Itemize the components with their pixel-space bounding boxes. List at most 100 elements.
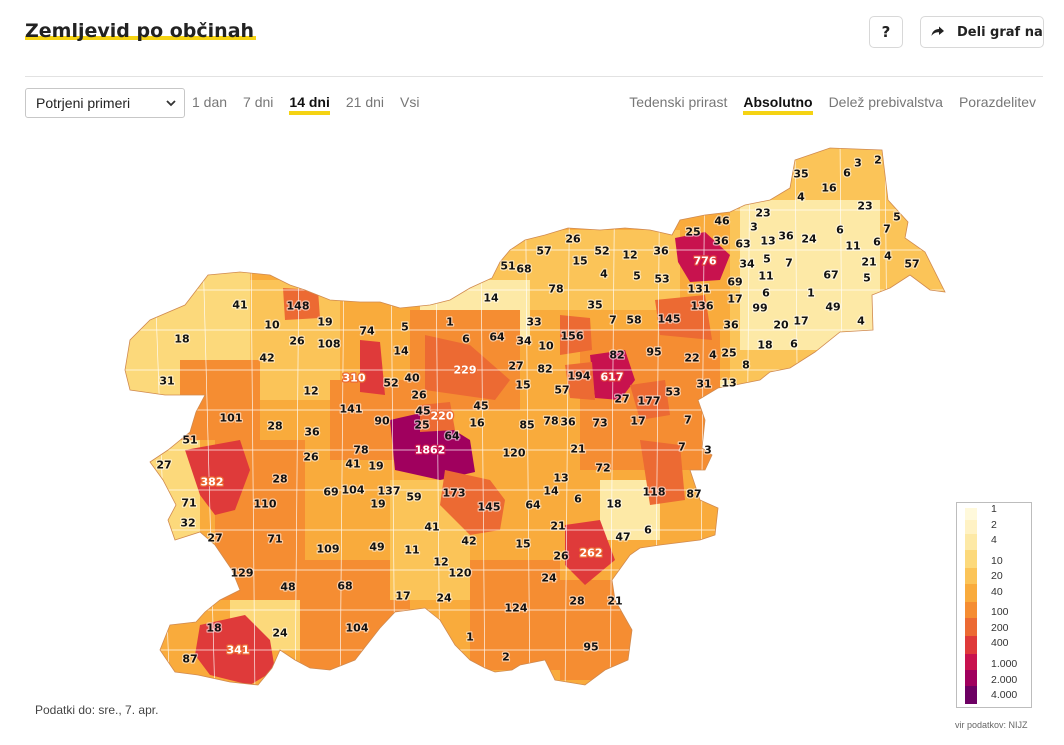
legend-label: 1 [991, 503, 997, 515]
municipality-value: 136 [691, 300, 714, 313]
municipality-value: 3 [854, 157, 862, 170]
legend-swatch [965, 618, 977, 636]
municipality-value: 3 [704, 444, 712, 457]
municipality-value: 1862 [415, 444, 446, 457]
municipality-value: 2 [502, 651, 510, 664]
municipality-value: 6 [574, 493, 582, 506]
tab-vsi[interactable]: Vsi [400, 94, 420, 110]
municipality-value: 173 [443, 487, 466, 500]
municipality-value: 4 [884, 250, 892, 263]
legend-swatch [965, 550, 977, 568]
legend-swatch [965, 508, 977, 520]
municipality-value: 6 [836, 224, 844, 237]
period-tabs: 1 dan 7 dni 14 dni 21 dni Vsi [192, 94, 435, 115]
municipality-value: 26 [411, 389, 427, 402]
municipality-value: 7 [883, 223, 891, 236]
municipality-value: 18 [606, 498, 621, 511]
chevron-down-icon [166, 100, 176, 107]
municipality-value: 36 [778, 230, 794, 243]
municipality-value: 22 [684, 352, 699, 365]
municipality-value: 4 [600, 268, 608, 281]
tab-porazdelitev[interactable]: Porazdelitev [958, 94, 1036, 110]
municipality-value: 6 [790, 338, 798, 351]
municipality-value: 262 [580, 547, 603, 560]
tab-1-dan[interactable]: 1 dan [192, 94, 228, 110]
municipality-value: 13 [760, 235, 775, 248]
municipality-value: 52 [383, 377, 398, 390]
municipality-value: 23 [857, 200, 872, 213]
share-label: Deli graf na [957, 24, 1043, 40]
municipality-value: 145 [658, 313, 681, 326]
municipality-value: 82 [609, 349, 624, 362]
tab-14-dni[interactable]: 14 dni [289, 94, 330, 115]
municipality-value: 74 [359, 325, 375, 338]
municipality-value: 776 [694, 255, 717, 268]
municipality-value: 34 [739, 258, 755, 271]
municipality-value: 177 [638, 395, 661, 408]
municipality-value: 95 [583, 641, 598, 654]
municipality-value: 51 [500, 260, 515, 273]
legend-swatch [965, 654, 977, 670]
municipality-value: 64 [444, 430, 460, 443]
municipality-value: 21 [570, 443, 585, 456]
municipality-value: 118 [643, 486, 666, 499]
municipality-value: 40 [404, 372, 420, 385]
measure-select[interactable]: Potrjeni primeri [25, 88, 185, 118]
municipality-value: 14 [543, 485, 559, 498]
tab-21-dni[interactable]: 21 dni [345, 94, 385, 110]
municipality-value: 25 [721, 347, 736, 360]
municipality-value: 72 [595, 462, 610, 475]
municipality-value: 148 [287, 300, 310, 313]
municipality-value: 12 [303, 385, 318, 398]
municipality-value: 49 [369, 541, 384, 554]
municipality-value: 10 [264, 319, 280, 332]
municipality-value: 6 [462, 333, 470, 346]
legend-label: 2.000 [991, 674, 1018, 686]
municipality-value: 25 [414, 419, 429, 432]
municipality-value: 36 [304, 426, 320, 439]
municipality-value: 68 [337, 580, 352, 593]
share-button[interactable]: Deli graf na [920, 16, 1044, 48]
municipality-value: 52 [594, 245, 609, 258]
legend-color-scale [965, 508, 977, 704]
municipality-value: 42 [461, 535, 476, 548]
municipality-value: 13 [553, 472, 568, 485]
municipality-value: 17 [727, 293, 742, 306]
municipality-value: 6 [843, 167, 851, 180]
municipality-value: 57 [536, 245, 551, 258]
legend-swatch [965, 534, 977, 550]
municipality-value: 26 [565, 233, 581, 246]
help-button[interactable]: ? [869, 16, 903, 48]
tab-delez-prebivalstva[interactable]: Delež prebivalstva [828, 94, 943, 110]
municipality-value: 28 [569, 595, 584, 608]
municipality-value: 20 [773, 319, 789, 332]
tab-7-dni[interactable]: 7 dni [243, 94, 274, 110]
municipality-value: 27 [156, 459, 171, 472]
tab-tedenski-prirast[interactable]: Tedenski prirast [629, 94, 728, 110]
municipality-value: 18 [174, 333, 189, 346]
legend-label: 1.000 [991, 658, 1018, 670]
municipality-value: 21 [607, 595, 622, 608]
municipality-value: 27 [207, 532, 222, 545]
municipality-value: 95 [646, 346, 661, 359]
municipality-value: 7 [609, 314, 617, 327]
municipality-value: 73 [592, 417, 607, 430]
municipality-value: 99 [752, 302, 767, 315]
municipality-value: 17 [793, 315, 808, 328]
tab-absolutno[interactable]: Absolutno [743, 94, 813, 115]
municipality-value: 87 [182, 653, 197, 666]
municipality-value: 24 [272, 627, 288, 640]
municipality-value: 5 [863, 272, 871, 285]
legend-label: 10 [991, 555, 1003, 567]
municipality-value: 16 [469, 417, 485, 430]
municipality-value: 34 [516, 335, 532, 348]
municipality-value: 10 [538, 340, 554, 353]
mode-tabs: Tedenski prirast Absolutno Delež prebiva… [613, 94, 1036, 115]
divider [25, 76, 1043, 77]
municipality-value: 194 [568, 370, 591, 383]
municipality-value: 59 [406, 491, 421, 504]
municipality-value: 87 [686, 488, 701, 501]
municipality-value: 17 [395, 590, 410, 603]
legend-swatch [965, 636, 977, 654]
